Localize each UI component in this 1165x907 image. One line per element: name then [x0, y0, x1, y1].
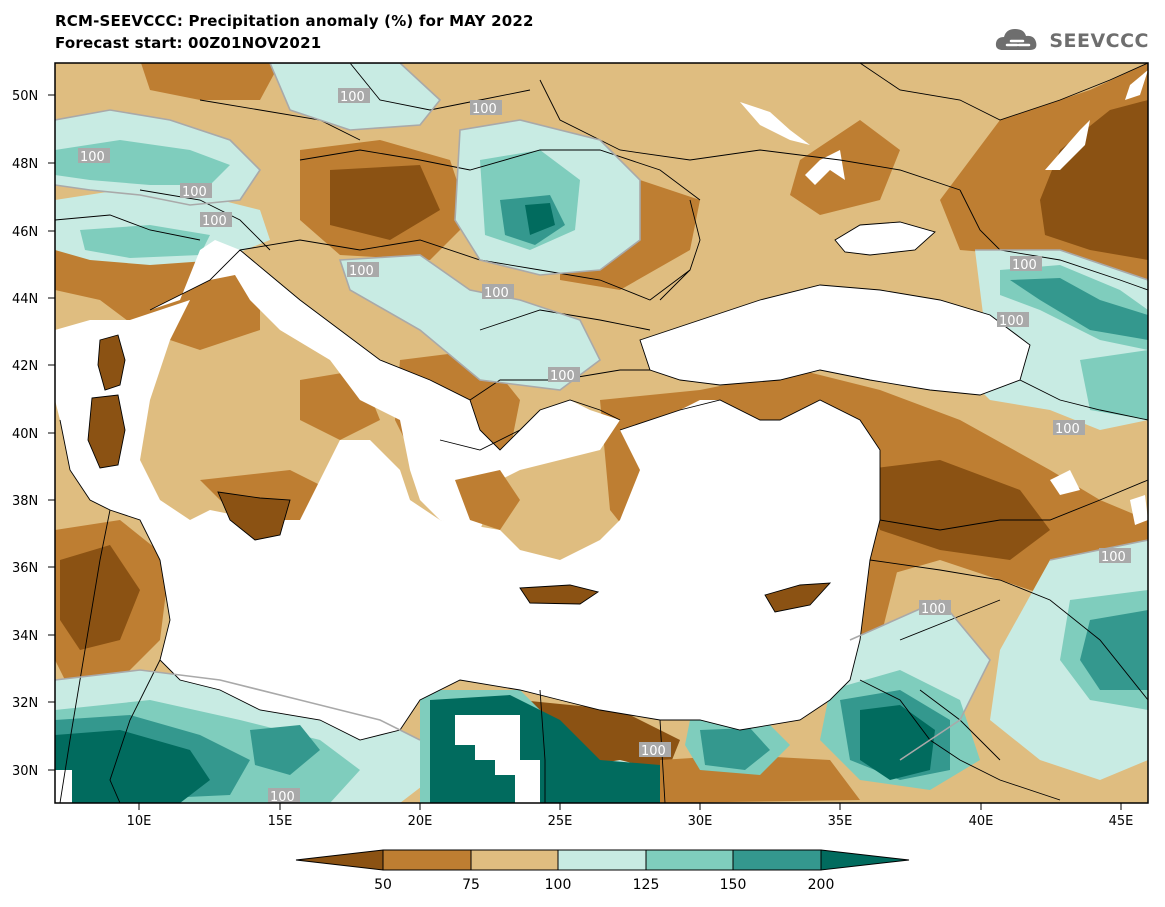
contour-label: 100 — [641, 744, 666, 759]
lat-label: 50N — [12, 89, 38, 104]
lon-label: 10E — [127, 814, 152, 829]
lat-label: 36N — [12, 561, 38, 576]
lat-ticks — [48, 94, 55, 771]
lon-label: 35E — [828, 814, 853, 829]
lat-label: 42N — [12, 359, 38, 374]
contour-label: 100 — [1055, 422, 1080, 437]
lat-label: 46N — [12, 225, 38, 240]
lat-label: 30N — [12, 764, 38, 779]
colorbar-labels: 50 75 100 125 150 200 — [374, 877, 834, 893]
contour-label: 100 — [550, 369, 575, 384]
contour-label: 100 — [270, 790, 295, 805]
colorbar-label: 50 — [374, 877, 392, 893]
cloud-icon — [993, 24, 1045, 58]
contour-label: 100 — [349, 264, 374, 279]
contour-label: 100 — [80, 150, 105, 165]
colorbar-label: 200 — [808, 877, 835, 893]
lat-label: 34N — [12, 629, 38, 644]
lon-ticks — [138, 803, 1122, 810]
lon-label: 20E — [408, 814, 433, 829]
colorbar-segment — [295, 849, 384, 871]
contour-label: 100 — [1012, 258, 1037, 273]
colorbar-segment — [470, 849, 559, 871]
colorbar-segment — [820, 849, 910, 871]
lon-label: 30E — [688, 814, 713, 829]
colorbar-label: 100 — [545, 877, 572, 893]
lon-label: 15E — [268, 814, 293, 829]
colorbar-segment — [732, 849, 822, 871]
logo-text: SEEVCCC — [1049, 30, 1149, 52]
seevccc-logo: SEEVCCC — [993, 24, 1149, 58]
contour-label: 100 — [484, 286, 509, 301]
colorbar-label: 75 — [462, 877, 480, 893]
lat-label: 32N — [12, 696, 38, 711]
anomaly-field — [55, 63, 1148, 803]
lon-label: 25E — [548, 814, 573, 829]
contour-label: 100 — [182, 185, 207, 200]
contour-label: 100 — [999, 314, 1024, 329]
contour-label: 100 — [921, 602, 946, 617]
colorbar-label: 125 — [633, 877, 660, 893]
lon-label: 45E — [1109, 814, 1134, 829]
map-title: RCM-SEEVCCC: Precipitation anomaly (%) f… — [55, 12, 534, 30]
lat-label: 40N — [12, 427, 38, 442]
contour-100-lines — [55, 63, 1148, 761]
lat-label: 38N — [12, 494, 38, 509]
forecast-start-label: Forecast start: 00Z01NOV2021 — [55, 34, 322, 52]
lat-labels: 50N 48N 46N 44N 42N 40N 38N 36N 34N 32N … — [12, 89, 38, 779]
colorbar-label: 150 — [720, 877, 747, 893]
lat-label: 44N — [12, 292, 38, 307]
colorbar — [295, 849, 910, 871]
contour-label: 100 — [472, 102, 497, 117]
contour-label: 100 — [340, 90, 365, 105]
contour-labels: 100 100 100 100 100 100 100 100 100 100 … — [78, 88, 1131, 805]
lon-labels: 10E 15E 20E 25E 30E 35E 40E 45E — [127, 814, 1134, 829]
colorbar-segment — [645, 849, 734, 871]
colorbar-segment — [557, 849, 647, 871]
contour-label: 100 — [202, 214, 227, 229]
lon-label: 40E — [969, 814, 994, 829]
lat-label: 48N — [12, 157, 38, 172]
contour-label: 100 — [1101, 550, 1126, 565]
colorbar-segment — [382, 849, 472, 871]
